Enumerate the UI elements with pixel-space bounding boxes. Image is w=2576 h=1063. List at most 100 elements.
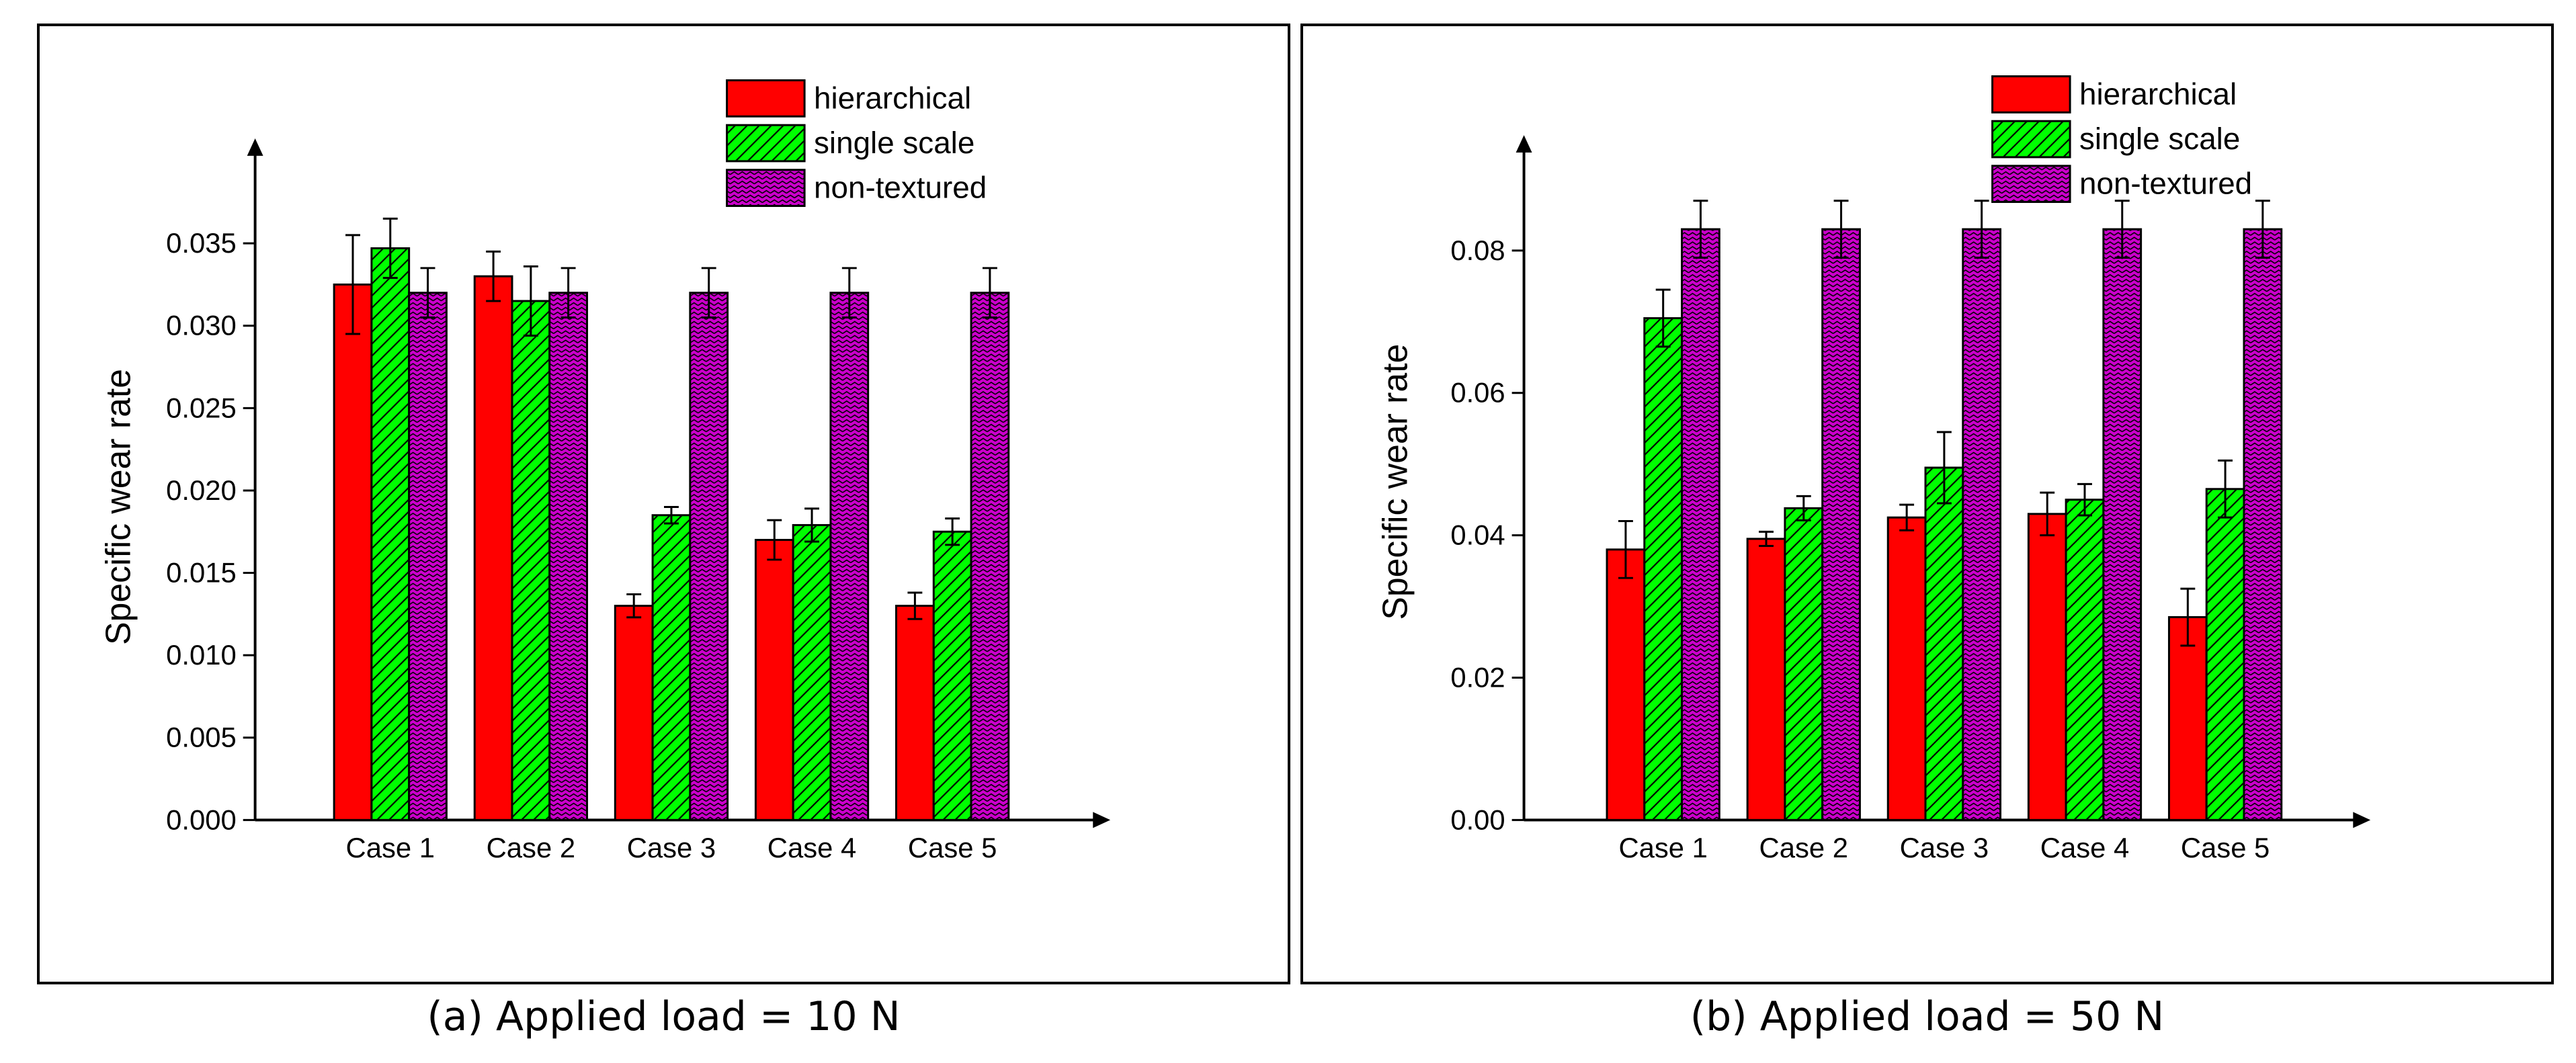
y-tick-label: 0.06 bbox=[1450, 377, 1505, 409]
legend-swatch-hierarchical bbox=[726, 79, 806, 118]
error-bar bbox=[382, 217, 398, 280]
bar-hierarchical-4 bbox=[2167, 615, 2208, 821]
chart-panel-a: 0.000 0.005 0.010 0.015 0.020 0.025 0.030 0.035… bbox=[37, 24, 1290, 984]
bar-single-scale-0 bbox=[1643, 317, 1684, 821]
bar-non-textured-2 bbox=[689, 292, 729, 821]
bar-non-textured-1 bbox=[548, 292, 588, 821]
bar-single-scale-3 bbox=[2065, 499, 2105, 821]
legend-label: single scale bbox=[814, 126, 974, 160]
x-tick-label: Case 5 bbox=[2181, 832, 2270, 863]
bar-hierarchical-2 bbox=[614, 605, 654, 821]
y-tick-label: 0.030 bbox=[166, 310, 237, 341]
error-bar bbox=[626, 593, 642, 619]
bar-hierarchical-1 bbox=[473, 275, 513, 821]
error-bar bbox=[1618, 519, 1633, 579]
error-bar bbox=[523, 265, 538, 337]
bar-single-scale-1 bbox=[511, 300, 551, 821]
error-bar bbox=[345, 234, 360, 335]
legend-swatch-hierarchical bbox=[1991, 75, 2071, 114]
bar-non-textured-0 bbox=[1681, 228, 1720, 821]
y-tick-label: 0.005 bbox=[166, 722, 237, 753]
y-tick-label: 0.00 bbox=[1450, 804, 1505, 835]
y-tick-label: 0.015 bbox=[166, 557, 237, 589]
x-axis-arrow bbox=[2353, 812, 2371, 828]
error-bar bbox=[1759, 530, 1774, 548]
error-bar bbox=[1796, 495, 1811, 521]
bar-non-textured-2 bbox=[1962, 228, 2002, 821]
error-bar bbox=[1974, 200, 1989, 259]
error-bar bbox=[2040, 491, 2055, 537]
y-tick-label: 0.02 bbox=[1450, 661, 1505, 693]
bar-single-scale-0 bbox=[370, 247, 411, 821]
error-bar bbox=[804, 507, 820, 543]
x-tick-label: Case 1 bbox=[346, 832, 435, 863]
y-tick-label: 0.025 bbox=[166, 392, 237, 423]
bar-non-textured-3 bbox=[829, 292, 870, 821]
y-axis-label: Specific wear rate bbox=[98, 369, 137, 645]
x-tick-label: Case 5 bbox=[908, 832, 997, 863]
y-tick-label: 0.035 bbox=[166, 227, 237, 259]
legend-swatch-non-textured bbox=[1991, 165, 2071, 204]
bar-single-scale-3 bbox=[792, 523, 832, 821]
x-tick-label: Case 1 bbox=[1618, 832, 1707, 863]
y-tick-label: 0.020 bbox=[166, 474, 237, 506]
bar-hierarchical-3 bbox=[754, 539, 794, 821]
chart-b-caption: (b) Applied load = 50 N bbox=[1690, 993, 2165, 1040]
error-bar bbox=[1936, 431, 1952, 505]
x-axis-arrow bbox=[1093, 812, 1111, 828]
bar-hierarchical-2 bbox=[1886, 516, 1927, 821]
y-axis-label: Specific wear rate bbox=[1375, 344, 1414, 620]
error-bar bbox=[560, 267, 576, 318]
error-bar bbox=[945, 517, 960, 546]
x-tick-label: Case 2 bbox=[487, 832, 575, 863]
bar-non-textured-1 bbox=[1821, 228, 1861, 821]
bar-hierarchical-0 bbox=[1606, 548, 1646, 821]
legend-label: non-textured bbox=[2079, 167, 2252, 201]
error-bar bbox=[907, 591, 923, 620]
chart-a-caption: (a) Applied load = 10 N bbox=[427, 993, 901, 1040]
x-tick-label: Case 3 bbox=[627, 832, 716, 863]
legend-swatch-non-textured bbox=[726, 169, 806, 207]
bar-non-textured-4 bbox=[2243, 228, 2283, 821]
bar-non-textured-4 bbox=[970, 292, 1010, 821]
error-bar bbox=[486, 250, 501, 302]
x-tick-label: Case 2 bbox=[1759, 832, 1848, 863]
error-bar bbox=[2077, 482, 2092, 517]
error-bar bbox=[2218, 459, 2233, 519]
legend-label: hierarchical bbox=[814, 81, 971, 115]
error-bar bbox=[663, 505, 679, 525]
legend-label: hierarchical bbox=[2079, 77, 2237, 111]
error-bar bbox=[1693, 200, 1708, 259]
error-bar bbox=[982, 267, 997, 318]
bar-hierarchical-1 bbox=[1746, 538, 1786, 821]
bar-hierarchical-4 bbox=[895, 605, 935, 821]
error-bar bbox=[1899, 503, 1915, 532]
error-bar bbox=[420, 267, 435, 318]
legend-swatch-single-scale bbox=[1991, 120, 2071, 159]
legend-label: single scale bbox=[2079, 122, 2240, 156]
y-axis-arrow bbox=[247, 138, 263, 156]
bar-non-textured-0 bbox=[408, 292, 448, 821]
bar-single-scale-2 bbox=[1924, 466, 1964, 821]
bar-hierarchical-3 bbox=[2027, 513, 2067, 821]
y-tick-label: 0.08 bbox=[1450, 235, 1505, 266]
x-tick-label: Case 4 bbox=[767, 832, 856, 863]
error-bar bbox=[701, 267, 716, 318]
y-tick-label: 0.04 bbox=[1450, 519, 1505, 551]
chart-panel-b: 0.00 0.02 0.04 0.06 0.08 Specific wear rate Ca… bbox=[1300, 24, 2554, 984]
error-bar bbox=[1655, 288, 1671, 348]
error-bar bbox=[2114, 200, 2130, 259]
bar-single-scale-2 bbox=[651, 514, 692, 821]
error-bar bbox=[2255, 200, 2270, 259]
bar-non-textured-3 bbox=[2102, 228, 2143, 821]
y-axis-arrow bbox=[1515, 135, 1532, 153]
chart-a-svg: 0.000 0.005 0.010 0.015 0.020 0.025 0.030 0.035… bbox=[98, 79, 1111, 863]
legend-label: non-textured bbox=[814, 171, 987, 205]
chart-b-svg: 0.00 0.02 0.04 0.06 0.08 Specific wear rate Ca… bbox=[1375, 75, 2371, 863]
x-tick-label: Case 3 bbox=[1900, 832, 1989, 863]
bar-single-scale-4 bbox=[2205, 488, 2245, 821]
y-tick-label: 0.010 bbox=[166, 639, 237, 671]
error-bar bbox=[1833, 200, 1849, 259]
bar-single-scale-1 bbox=[1784, 507, 1824, 821]
bar-hierarchical-0 bbox=[333, 283, 373, 821]
